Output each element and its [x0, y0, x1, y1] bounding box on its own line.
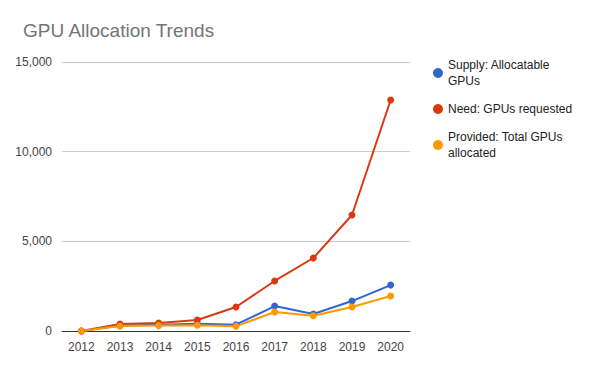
svg-text:Supply: Allocatable: Supply: Allocatable — [448, 58, 553, 72]
svg-text:2013: 2013 — [107, 340, 134, 354]
svg-text:Need: GPUs requested: Need: GPUs requested — [448, 102, 572, 116]
svg-text:2018: 2018 — [300, 340, 327, 354]
svg-text:2019: 2019 — [339, 340, 366, 354]
svg-text:10,000: 10,000 — [15, 145, 52, 159]
svg-text:GPUs: GPUs — [448, 74, 480, 88]
svg-text:2014: 2014 — [145, 340, 172, 354]
svg-text:2020: 2020 — [377, 340, 404, 354]
svg-text:15,000: 15,000 — [15, 55, 52, 69]
svg-text:0: 0 — [45, 324, 52, 338]
svg-text:2012: 2012 — [68, 340, 95, 354]
svg-text:2017: 2017 — [261, 340, 288, 354]
svg-text:2015: 2015 — [184, 340, 211, 354]
svg-text:5,000: 5,000 — [22, 234, 52, 248]
svg-text:allocated: allocated — [448, 146, 496, 160]
svg-text:Provided: Total GPUs: Provided: Total GPUs — [448, 130, 566, 144]
svg-text:2016: 2016 — [223, 340, 250, 354]
svg-text:GPU Allocation Trends: GPU Allocation Trends — [23, 20, 214, 41]
